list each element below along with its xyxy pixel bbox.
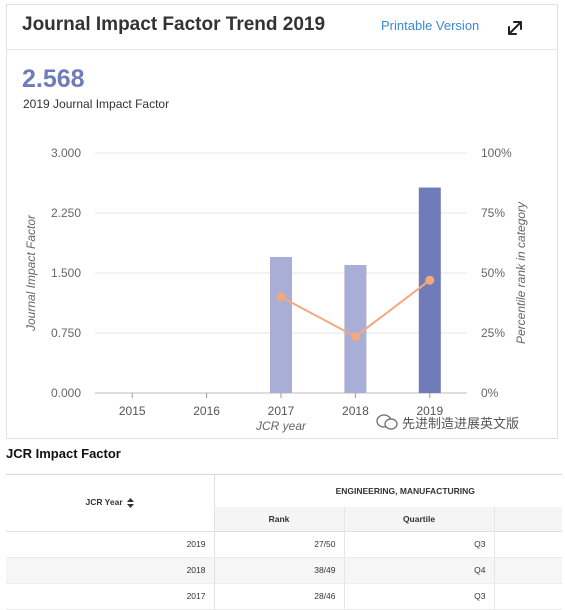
jcr-section-title: JCR Impact Factor [6,446,121,461]
percentile-point [350,332,360,342]
cell-spacer [494,531,562,558]
bar [344,265,367,393]
col-header-quartile: Quartile [344,507,495,531]
cell-year: 2017 [6,583,215,610]
y2-tick-label: 25% [481,326,505,340]
cell-spacer [494,583,562,610]
y2-tick-label: 0% [481,386,499,400]
y-tick-label: 0.000 [51,386,81,400]
y2-tick-label: 75% [481,206,505,220]
col-header-jcr-year[interactable]: JCR Year [6,475,215,532]
percentile-point [276,292,286,302]
wechat-logo-icon [376,414,398,430]
x-tick-label: 2015 [119,404,146,418]
percentile-point [425,275,435,285]
x-tick-label: 2018 [342,404,369,418]
y-tick-label: 0.750 [51,326,81,340]
y-tick-label: 3.000 [51,146,81,160]
table-row: 2017 28/46 Q3 [6,583,562,610]
jif-label: 2019 Journal Impact Factor [23,97,170,111]
sort-icon[interactable] [127,498,135,509]
jif-value: 2.568 [22,65,85,93]
cell-rank: 28/46 [214,583,345,610]
jcr-table: JCR Year ENGINEERING, MANUFACTURING Rank… [6,474,562,610]
y2-tick-label: 100% [481,146,512,160]
expand-icon[interactable] [504,17,526,39]
cell-quartile: Q4 [344,557,495,584]
card-header: Journal Impact Factor Trend 2019 Printab… [7,5,557,50]
card-title: Journal Impact Factor Trend 2019 [22,14,326,35]
y-axis-label: Journal Impact Factor [24,214,38,332]
x-tick-label: 2016 [193,404,220,418]
y-tick-label: 2.250 [51,206,81,220]
x-axis-label: JCR year [255,419,307,433]
watermark: 先进制造进展英文版 [376,412,519,432]
category-header: ENGINEERING, MANUFACTURING [335,486,475,496]
printable-version-link[interactable]: Printable Version [381,18,480,33]
col-header-jcr-year-label: JCR Year [85,497,123,508]
table-row: 2018 38/49 Q4 [6,557,562,584]
table-row: 2019 27/50 Q3 [6,531,562,558]
y2-axis-label: Percentile rank in category [514,201,528,344]
cell-year: 2019 [6,531,215,558]
watermark-text: 先进制造进展英文版 [402,415,520,431]
y2-tick-label: 50% [481,266,505,280]
bar [270,257,292,393]
y-tick-label: 1.500 [51,266,81,280]
col-header-rank: Rank [214,507,345,531]
impact-factor-card: Journal Impact Factor Trend 2019 Printab… [6,4,558,439]
cell-rank: 38/49 [214,557,345,584]
x-tick-label: 2019 [416,404,443,418]
cell-quartile: Q3 [344,531,495,558]
bar [418,187,441,393]
jif-trend-chart: 0.000 0% 0.750 25% 1.500 50% 2.250 75% 3.000 100%… [24,146,528,433]
x-tick-label: 2017 [268,404,295,418]
cell-spacer [494,557,562,584]
cell-quartile: Q3 [344,583,495,610]
col-header-spacer [494,507,562,531]
cell-rank: 27/50 [214,531,345,558]
cell-year: 2018 [6,557,215,584]
